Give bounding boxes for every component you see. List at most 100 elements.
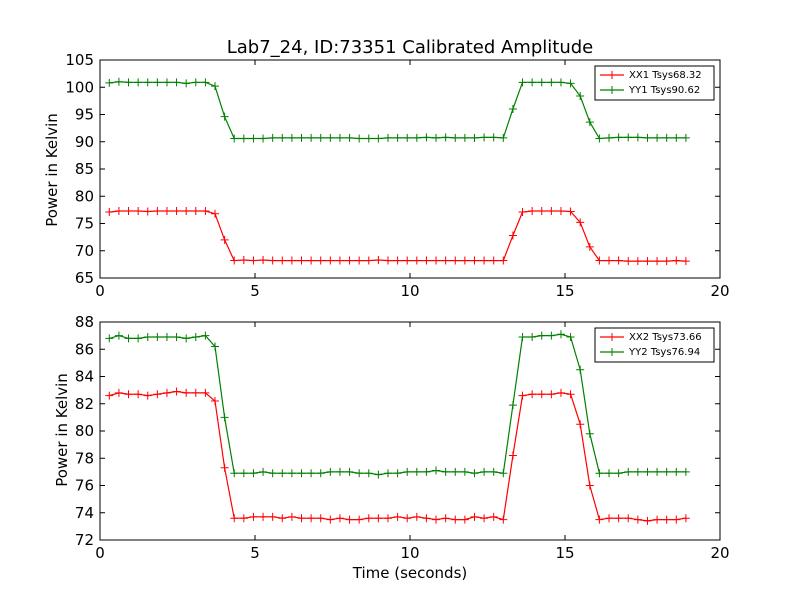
top-series-yy1-point	[441, 133, 450, 142]
top-legend: XX1 Tsys68.32 YY1 Tsys90.62	[594, 65, 715, 101]
top-series-yy1-point	[220, 112, 229, 121]
bottom-series-xx2-point	[422, 514, 431, 523]
bottom-series-yy2-point	[566, 332, 575, 341]
bottom-series-xx2-point	[114, 388, 123, 397]
bottom-x-axis-label: Time (seconds)	[352, 564, 468, 582]
top-x-tick-label: 20	[710, 282, 729, 300]
bottom-series-xx2-point	[451, 515, 460, 524]
bottom-x-tick-label: 20	[710, 544, 729, 562]
top-series-xx1-point	[614, 256, 623, 265]
bottom-x-tick-label: 5	[250, 544, 260, 562]
bottom-series-xx2-point	[672, 515, 681, 524]
bottom-series-yy2-point	[451, 467, 460, 476]
top-series-yy1-point	[201, 78, 210, 87]
bottom-series-yy2-point	[499, 469, 508, 478]
bottom-series-yy2-point	[412, 467, 421, 476]
top-series-xx1-point	[499, 256, 508, 265]
bottom-series-yy2-point	[239, 469, 248, 478]
bottom-series-group	[105, 330, 690, 525]
top-plot-frame	[99, 59, 721, 279]
top-series-xx1-point	[249, 256, 258, 265]
bottom-series-xx2-point	[162, 388, 171, 397]
top-series-xx1-point	[307, 256, 316, 265]
bottom-series-yy2-point	[259, 467, 268, 476]
bottom-legend-xx2-marker	[608, 333, 616, 341]
top-series-xx1-point	[297, 256, 306, 265]
bottom-y-tick-label: 82	[75, 395, 94, 413]
top-series-xx1-point	[201, 206, 210, 215]
bottom-series-xx2-point	[182, 388, 191, 397]
top-series-yy1-point	[182, 79, 191, 88]
bottom-series-yy2-point	[643, 467, 652, 476]
top-series-yy1-point	[643, 133, 652, 142]
bottom-series-yy2-point	[326, 467, 335, 476]
bottom-x-tick-label: 15	[555, 544, 574, 562]
bottom-series-xx2-point	[383, 514, 392, 523]
bottom-series-yy2-point	[345, 467, 354, 476]
bottom-series-xx2-point	[153, 390, 162, 399]
top-series-xx1-point	[576, 218, 585, 227]
bottom-series-yy2-point	[585, 429, 594, 438]
bottom-series-yy2-point	[393, 469, 402, 478]
top-series-yy1-point	[364, 134, 373, 143]
top-y-tick-label: 80	[75, 187, 94, 205]
bottom-series-xx2-point	[403, 514, 412, 523]
bottom-series-yy2-point	[278, 469, 287, 478]
top-series-xx1-point	[114, 206, 123, 215]
bottom-series-xx2-point	[143, 391, 152, 400]
bottom-series-xx2-point	[566, 390, 575, 399]
top-series-yy1-point	[393, 133, 402, 142]
bottom-x-tick-label: 10	[400, 544, 419, 562]
bottom-series-xx2-point	[605, 514, 614, 523]
bottom-series-yy2-point	[508, 401, 517, 410]
top-series-yy1-point	[499, 133, 508, 142]
bottom-series-xx2-point	[518, 391, 527, 400]
bottom-series-yy2-point	[114, 331, 123, 340]
top-y-tick-label: 75	[75, 215, 94, 233]
bottom-ticks: 0 5 10 15 20 72 74 76 78 80 82 84 86 88	[75, 313, 730, 562]
bottom-series-yy2-point	[576, 365, 585, 374]
top-series-yy1-point	[374, 134, 383, 143]
bottom-series-yy2-point	[441, 467, 450, 476]
top-series-yy1-point	[162, 78, 171, 87]
bottom-series-xx2-point	[576, 420, 585, 429]
bottom-y-tick-label: 76	[75, 477, 94, 495]
top-legend-yy1-marker	[608, 86, 616, 94]
top-series-xx1-point	[182, 206, 191, 215]
bottom-series-yy2-point	[614, 469, 623, 478]
top-series-xx1-point	[412, 256, 421, 265]
bottom-series-xx2-point	[249, 512, 258, 521]
top-legend-yy1-label: YY1 Tsys90.62	[628, 85, 700, 96]
bottom-series-yy2-point	[653, 467, 662, 476]
top-series-xx1-point	[537, 206, 546, 215]
top-series-xx1-point	[528, 206, 537, 215]
top-series-yy1-point	[585, 118, 594, 127]
top-series-xx1-point	[134, 206, 143, 215]
bottom-series-xx2-point	[326, 515, 335, 524]
top-series-yy1-point	[556, 78, 565, 87]
bottom-series-xx2-point	[441, 514, 450, 523]
top-series-yy1-point	[547, 78, 556, 87]
top-series-yy1-point	[326, 133, 335, 142]
bottom-series-yy2-point	[191, 332, 200, 341]
top-series-xx1-point	[287, 256, 296, 265]
top-series-xx1-point	[624, 257, 633, 266]
bottom-series-xx2-point	[278, 514, 287, 523]
top-series-xx1-point	[268, 256, 277, 265]
bottom-series-yy2-point	[518, 332, 527, 341]
top-series-xx1-point	[355, 256, 364, 265]
bottom-series-yy2-point	[672, 467, 681, 476]
bottom-series-yy2-point	[153, 332, 162, 341]
top-y-tick-label: 95	[75, 106, 94, 124]
bottom-y-tick-label: 74	[75, 504, 94, 522]
bottom-series-yy2-point	[489, 467, 498, 476]
top-x-tick-label: 10	[400, 282, 419, 300]
top-series-yy1-point	[230, 134, 239, 143]
top-series-xx1-point	[681, 257, 690, 266]
top-series-xx1-point	[566, 207, 575, 216]
top-series-xx1-point	[451, 256, 460, 265]
bottom-series-xx2-point	[345, 515, 354, 524]
bottom-series-yy2-point	[220, 413, 229, 422]
bottom-series-yy2-point	[480, 467, 489, 476]
